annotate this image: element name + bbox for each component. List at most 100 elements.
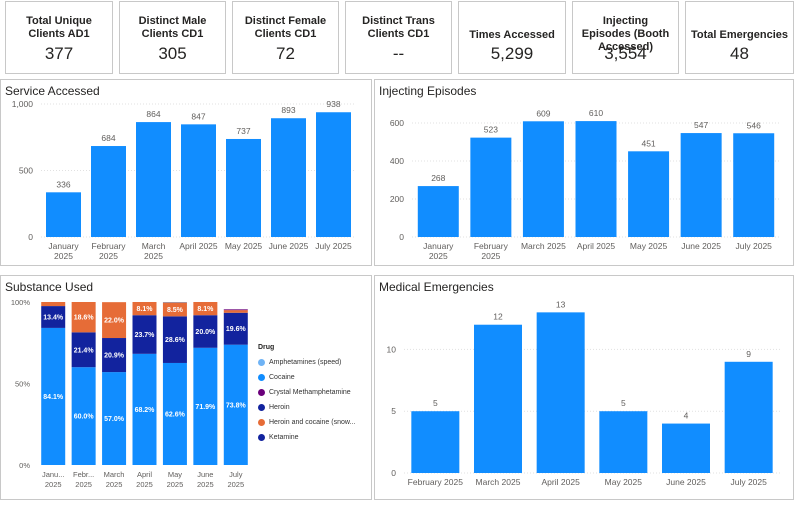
kpi-card-distinct-female-clients: Distinct Female Clients CD1 72: [232, 1, 339, 74]
kpi-title: Injecting Episodes (Booth Accessed): [581, 15, 670, 53]
x-tick-label: Janu...: [42, 470, 65, 479]
legend-item[interactable]: Ketamine: [258, 430, 370, 445]
legend-item[interactable]: Amphetamines (speed): [258, 355, 370, 370]
y-tick-label: 0: [399, 232, 404, 242]
bar-segment: [102, 372, 127, 465]
data-label: 28.6%: [165, 337, 186, 344]
data-label: 12: [493, 312, 503, 322]
x-tick-label: 2025: [197, 480, 214, 489]
data-label: 60.0%: [74, 414, 95, 421]
data-label: 268: [431, 173, 445, 183]
legend-item[interactable]: Crystal Methamphetamine: [258, 385, 370, 400]
kpi-title: Total Unique Clients AD1: [26, 15, 92, 40]
legend-label: Heroin: [269, 404, 290, 411]
bar-segment: [193, 302, 218, 316]
x-tick-label: 2025: [99, 251, 118, 261]
bar-segment: [223, 344, 248, 465]
kpi-value: 377: [44, 44, 74, 63]
data-label: 5: [621, 398, 626, 408]
bar: [271, 118, 306, 237]
x-tick-label: June 2025: [269, 241, 309, 251]
bar-segment: [102, 302, 127, 339]
x-tick-label: April 2025: [179, 241, 218, 251]
data-label: 73.8%: [226, 402, 247, 409]
legend-item[interactable]: Cocaine: [258, 370, 370, 385]
data-label: 523: [484, 125, 498, 135]
panel-title: Injecting Episodes: [379, 84, 477, 98]
panel-title: Service Accessed: [5, 84, 100, 98]
bar-segment: [41, 302, 66, 307]
kpi-title: Distinct Male Clients CD1: [138, 15, 207, 40]
bar: [536, 312, 585, 473]
bar-segment: [41, 306, 66, 328]
y-tick-label: 50%: [15, 380, 30, 389]
x-tick-label: May 2025: [225, 241, 263, 251]
data-label: 737: [236, 126, 250, 136]
data-label: 8.1%: [197, 306, 214, 313]
medical-emergencies-panel[interactable]: Medical Emergencies 0 5 10 February 2025 Mar…: [374, 275, 794, 500]
data-label: 18.6%: [74, 315, 95, 322]
legend-dot: [258, 404, 265, 411]
data-label: 938: [326, 99, 340, 109]
data-label: 9: [746, 349, 751, 359]
panel-title: Substance Used: [5, 280, 94, 294]
y-tick-label: 10: [387, 344, 397, 354]
x-tick-label: June 2025: [666, 477, 706, 487]
legend-item[interactable]: Heroin: [258, 400, 370, 415]
x-tick-label: 2025: [227, 480, 244, 489]
x-tick-label: 2025: [75, 480, 92, 489]
legend-item[interactable]: Heroin and cocaine (snow...: [258, 415, 370, 430]
data-label: 451: [641, 138, 655, 148]
bar-segment: [71, 332, 96, 368]
bar: [91, 146, 126, 237]
bar-segment: [41, 327, 66, 465]
y-tick-label: 0: [28, 232, 33, 242]
x-tick-label: 2025: [481, 251, 500, 261]
x-tick-label: 2025: [429, 251, 448, 261]
kpi-value: 72: [276, 44, 295, 63]
legend-dot: [258, 374, 265, 381]
data-label: 4: [684, 411, 689, 421]
injecting-episodes-panel[interactable]: Injecting Episodes 0 200 400 600 January 2025…: [374, 79, 794, 266]
panel-title: Medical Emergencies: [379, 280, 494, 294]
data-label: 609: [536, 108, 550, 118]
x-tick-label: April 2025: [577, 241, 616, 251]
data-label: 13.4%: [43, 314, 64, 321]
legend-title: Drug: [258, 344, 275, 351]
x-tick-label: 2025: [106, 480, 123, 489]
bar: [411, 411, 460, 473]
x-tick-label: July 2025: [315, 241, 352, 251]
bar-segment: [223, 310, 248, 313]
service-accessed-panel[interactable]: Service Accessed 0 500 1,000 January 2025 Feb…: [0, 79, 372, 266]
bar-segment: [71, 367, 96, 465]
bar: [599, 411, 648, 473]
y-tick-label: 5: [391, 406, 396, 416]
legend-label: Cocaine: [269, 374, 295, 381]
legend-dot: [258, 434, 265, 441]
substance-used-panel[interactable]: Substance Used 0% 50% 100% Janu... 2025 Febr.…: [0, 275, 372, 500]
x-tick-label: 2025: [54, 251, 73, 261]
y-tick-label: 500: [19, 166, 33, 176]
bar-segment: [71, 302, 96, 333]
bar: [470, 137, 512, 237]
legend-dot: [258, 419, 265, 426]
x-tick-label: July: [229, 470, 243, 479]
bar-segment: [223, 309, 248, 311]
legend-dot: [258, 389, 265, 396]
x-tick-label: April 2025: [542, 477, 581, 487]
data-label: 546: [747, 120, 761, 130]
x-tick-label: May 2025: [630, 241, 668, 251]
bar-segment: [132, 302, 157, 316]
bar-segment: [223, 312, 248, 345]
data-label: 864: [146, 109, 160, 119]
kpi-title: Times Accessed: [469, 29, 555, 41]
x-tick-label: February 2025: [408, 477, 464, 487]
data-label: 684: [101, 133, 115, 143]
bar: [474, 324, 522, 473]
data-label: 893: [281, 105, 295, 115]
medical-emergencies-chart: 0 5 10 February 2025 March 2025 April 2025 May…: [387, 299, 780, 487]
bar: [628, 151, 670, 237]
data-label: 547: [694, 120, 708, 130]
x-tick-label: June 2025: [681, 241, 721, 251]
x-tick-label: Febr...: [73, 470, 94, 479]
